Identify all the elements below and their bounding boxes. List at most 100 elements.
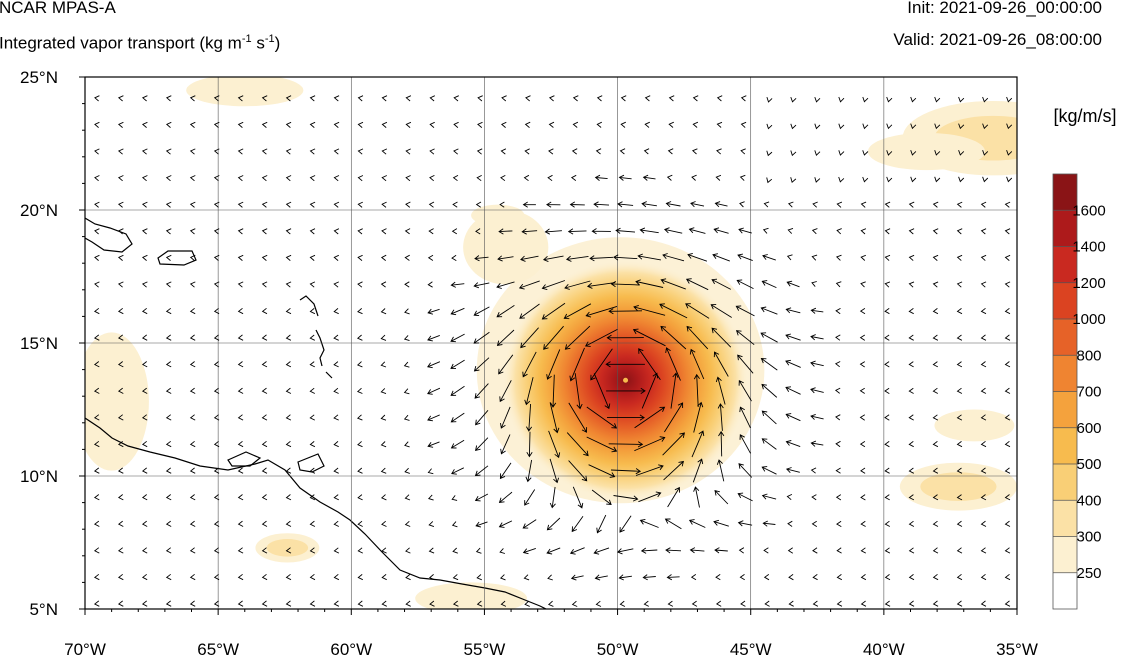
wind-arrow xyxy=(811,494,817,501)
wind-arrow xyxy=(405,600,411,607)
wind-arrow xyxy=(333,334,339,341)
wind-arrow xyxy=(546,201,561,208)
wind-arrow xyxy=(333,228,340,235)
wind-arrow xyxy=(982,176,989,183)
wind-arrow xyxy=(497,255,514,262)
wind-arrow xyxy=(309,494,316,501)
colorbar-swatch xyxy=(1053,427,1077,464)
wind-arrow xyxy=(403,388,410,395)
wind-arrow xyxy=(93,494,100,501)
wind-arrow xyxy=(94,228,100,235)
wind-arrow xyxy=(405,574,411,581)
wind-arrow xyxy=(574,373,583,410)
wind-arrow xyxy=(790,177,797,184)
wind-arrow xyxy=(496,281,515,289)
wind-arrow xyxy=(884,387,890,394)
wind-arrow xyxy=(548,121,555,128)
wind-arrow xyxy=(586,436,618,453)
wind-arrow xyxy=(716,459,725,482)
wind-arrow xyxy=(285,440,292,448)
wind-arrow xyxy=(285,547,292,554)
wind-arrow xyxy=(667,148,674,155)
wind-arrow xyxy=(908,574,915,581)
wind-arrow xyxy=(980,414,987,421)
wind-arrow xyxy=(475,201,482,208)
colorbar-swatch xyxy=(1053,500,1077,537)
wind-arrow xyxy=(450,307,465,316)
wind-arrow xyxy=(404,228,411,235)
wind-arrow xyxy=(665,347,681,381)
wind-arrow xyxy=(261,334,268,341)
wind-arrow xyxy=(814,123,821,130)
wind-arrow xyxy=(956,308,963,315)
wind-arrow xyxy=(475,547,482,554)
wind-arrow xyxy=(566,432,589,457)
wind-arrow xyxy=(835,440,841,448)
wind-arrow xyxy=(638,491,662,503)
wind-arrow xyxy=(189,414,196,421)
wind-arrow xyxy=(665,201,681,208)
colorbar-swatch xyxy=(1053,355,1077,392)
wind-arrow xyxy=(117,547,124,554)
wind-arrow xyxy=(380,388,387,395)
wind-arrow xyxy=(117,467,124,474)
wind-arrow xyxy=(213,467,220,474)
wind-arrow xyxy=(189,467,196,474)
wind-arrow xyxy=(213,387,220,394)
wind-arrow xyxy=(838,123,845,130)
wind-arrow xyxy=(549,486,556,509)
wind-arrow xyxy=(475,410,489,426)
valid-time: Valid: 2021-09-26_08:00:00 xyxy=(893,30,1102,49)
wind-arrow xyxy=(261,95,268,102)
wind-arrow xyxy=(237,254,244,261)
wind-arrow xyxy=(637,253,661,261)
wind-arrow xyxy=(546,517,561,531)
wind-arrow xyxy=(285,95,292,102)
axis-labels: 25°N 20°N 15°N 10°N 5°N 70°W 65°W 60°W 55°W 50°W 4… xyxy=(20,68,1038,659)
wind-arrow xyxy=(736,279,754,290)
wind-arrow xyxy=(427,281,433,288)
wind-arrow xyxy=(526,431,533,458)
wind-arrow xyxy=(910,176,917,183)
colorbar-swatch xyxy=(1053,319,1077,356)
wind-arrow xyxy=(810,360,824,367)
wind-arrow xyxy=(585,305,618,318)
wind-arrow xyxy=(189,494,196,501)
wind-arrow xyxy=(908,494,915,501)
wind-arrow xyxy=(93,307,100,315)
wind-arrow xyxy=(141,334,148,341)
wind-arrow xyxy=(213,121,220,128)
wind-arrow xyxy=(956,520,963,527)
wind-arrow xyxy=(543,325,564,350)
wind-arrow xyxy=(619,515,632,533)
lat-tick-label: 5°N xyxy=(29,600,58,619)
wind-arrow xyxy=(141,600,148,607)
wind-arrow xyxy=(548,430,561,459)
wind-arrow xyxy=(810,334,824,341)
wind-arrow xyxy=(333,201,340,208)
wind-arrow xyxy=(714,489,729,505)
wind-arrow xyxy=(635,279,664,288)
wind-arrow xyxy=(835,254,842,261)
wind-arrow xyxy=(569,347,585,382)
wind-arrow xyxy=(237,547,244,554)
wind-arrow xyxy=(1006,150,1013,156)
lat-tick-label: 15°N xyxy=(20,334,58,353)
moisture-patch xyxy=(186,77,304,107)
wind-arrow xyxy=(357,600,364,607)
wind-arrow xyxy=(93,547,100,554)
wind-arrow xyxy=(237,228,244,235)
wind-arrow xyxy=(237,361,244,368)
wind-arrow xyxy=(285,573,292,581)
wind-arrow xyxy=(958,150,965,156)
wind-arrow xyxy=(737,520,753,527)
wind-arrow xyxy=(934,150,941,156)
wind-arrow xyxy=(836,228,842,235)
wind-arrow xyxy=(381,175,387,182)
wind-arrow xyxy=(333,148,340,155)
wind-arrow xyxy=(638,348,661,381)
wind-arrow xyxy=(475,228,481,235)
wind-arrow xyxy=(405,121,412,128)
wind-arrow xyxy=(716,121,723,128)
wind-arrow xyxy=(956,201,963,208)
